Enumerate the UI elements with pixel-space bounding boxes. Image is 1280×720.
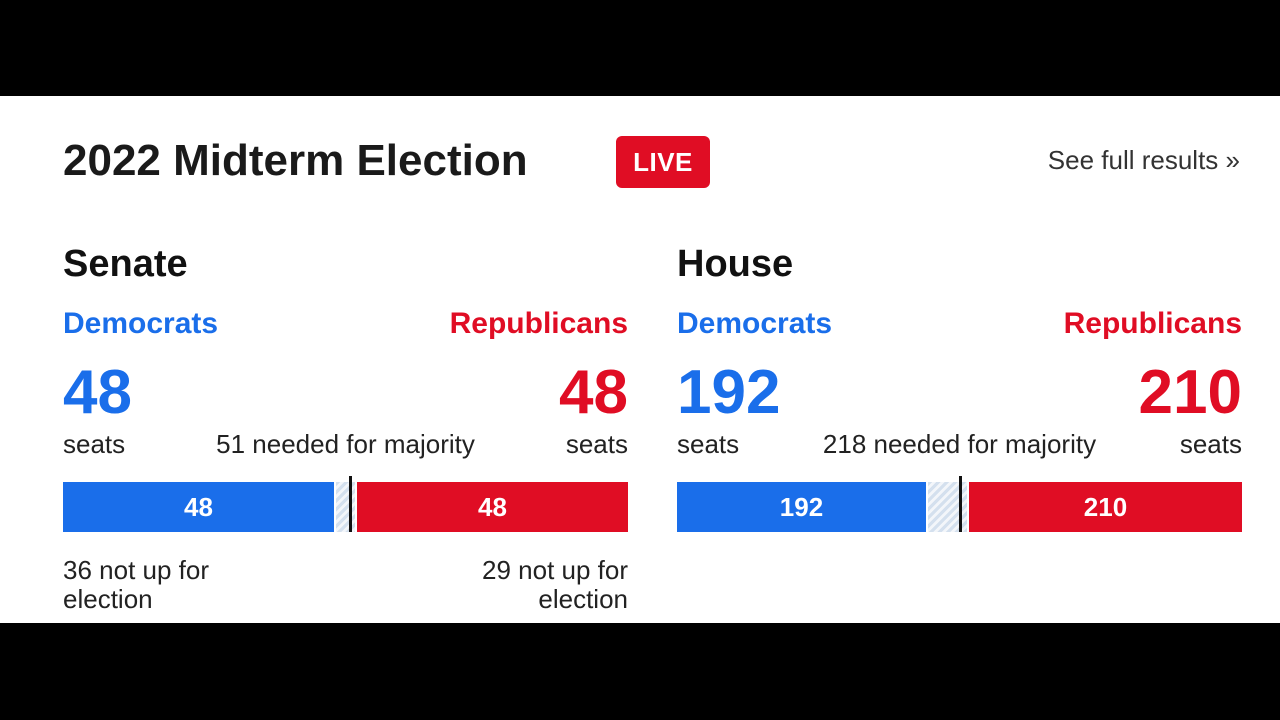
senate-rep-seats-unit: seats xyxy=(565,429,628,459)
see-full-results-link[interactable]: See full results » xyxy=(1047,145,1240,175)
house-bar-rep: 210 xyxy=(969,482,1242,532)
house-majority-marker xyxy=(959,476,962,532)
senate-majority-text: 51 needed for majority xyxy=(216,429,475,459)
senate-dem-seats-unit: seats xyxy=(63,429,126,459)
senate-race: Senate Democrats Republicans 48 48 seats… xyxy=(63,236,628,621)
senate-seat-bar: 48 48 xyxy=(63,476,628,532)
senate-bar-dem: 48 xyxy=(63,482,334,532)
senate-dem-not-up-note: 36 not up for election xyxy=(63,555,209,614)
senate-rep-seat-count: 48 xyxy=(559,358,628,427)
house-race: House Democrats Republicans 192 210 seat… xyxy=(677,236,1242,621)
senate-dem-seat-count: 48 xyxy=(63,358,132,427)
senate-bar-rep: 48 xyxy=(357,482,628,532)
senate-rep-label: Republicans xyxy=(449,307,628,340)
race-title-senate: Senate xyxy=(63,243,188,285)
house-dem-seats-unit: seats xyxy=(677,429,740,459)
house-rep-seat-count: 210 xyxy=(1138,358,1242,427)
senate-rep-not-up-note: 29 not up for election xyxy=(482,555,628,614)
senate-bar-undecided xyxy=(336,482,355,532)
senate-dem-label: Democrats xyxy=(63,307,219,340)
house-rep-label: Republicans xyxy=(1063,307,1242,340)
house-seat-bar: 192 210 xyxy=(677,476,1242,532)
senate-majority-marker xyxy=(349,476,352,532)
house-dem-label: Democrats xyxy=(677,307,833,340)
house-majority-text: 218 needed for majority xyxy=(822,429,1097,459)
house-dem-seat-count: 192 xyxy=(677,358,781,427)
race-title-house: House xyxy=(677,243,794,285)
house-rep-seats-unit: seats xyxy=(1179,429,1242,459)
live-badge: LIVE xyxy=(616,136,710,188)
widget-title: 2022 Midterm Election xyxy=(63,136,528,185)
house-bar-dem: 192 xyxy=(677,482,926,532)
